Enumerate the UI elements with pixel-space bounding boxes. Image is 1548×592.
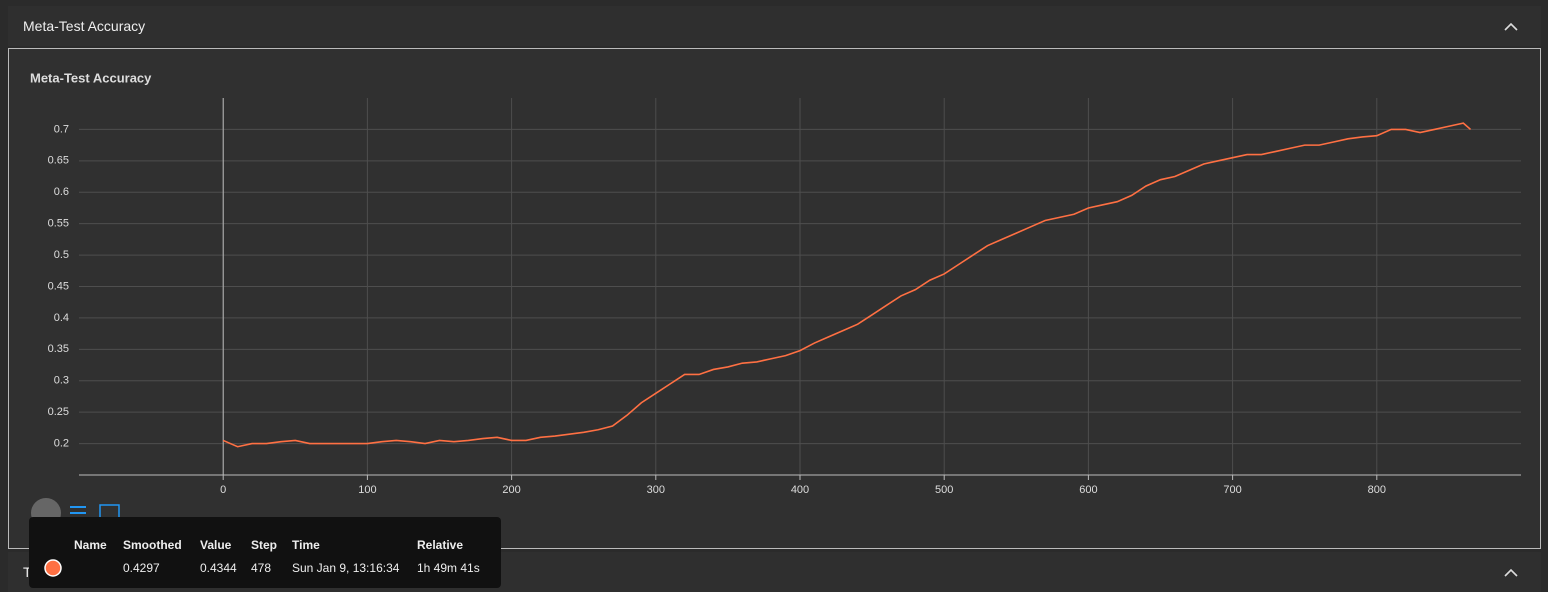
chart-card: Meta-Test Accuracy 0.2 0.25 0.3 0.35 0.4 0.45… bbox=[8, 48, 1541, 549]
panel-title: Meta-Test Accuracy bbox=[23, 18, 146, 34]
y-tick-label: 0.25 bbox=[48, 406, 69, 418]
cell: 0.4297 bbox=[123, 561, 160, 575]
y-tick-label: 0.55 bbox=[48, 218, 69, 230]
chart: Meta-Test Accuracy 0.2 0.25 0.3 0.35 0.4 0.45… bbox=[30, 70, 1521, 528]
x-tick-label: 300 bbox=[647, 484, 665, 496]
x-tick-label: 100 bbox=[358, 484, 376, 496]
column-header: Smoothed bbox=[123, 538, 182, 552]
series-dot bbox=[44, 559, 62, 577]
x-tick-label: 200 bbox=[502, 484, 520, 496]
y-tick-label: 0.5 bbox=[54, 249, 69, 261]
cell: Sun Jan 9, 13:16:34 bbox=[292, 561, 400, 575]
column-header: Time bbox=[292, 538, 320, 552]
x-tick-label: 0 bbox=[220, 484, 226, 496]
column-header: Step bbox=[251, 538, 278, 552]
column-header: Name bbox=[74, 538, 107, 552]
x-tick-label: 400 bbox=[791, 484, 809, 496]
y-tick-label: 0.35 bbox=[48, 343, 69, 355]
column-header: Value bbox=[200, 538, 232, 552]
y-tick-label: 0.2 bbox=[54, 437, 69, 449]
x-tick-label: 600 bbox=[1079, 484, 1097, 496]
collapse-icon[interactable] bbox=[1501, 563, 1521, 583]
y-tick-label: 0.45 bbox=[48, 280, 69, 292]
panel-header[interactable]: Meta-Test Accuracy bbox=[8, 6, 1541, 46]
collapse-icon[interactable] bbox=[1501, 17, 1521, 37]
series-line bbox=[222, 122, 1472, 448]
y-tick-label: 0.6 bbox=[54, 186, 69, 198]
x-tick-label: 700 bbox=[1223, 484, 1241, 496]
chart-title: Meta-Test Accuracy bbox=[30, 70, 152, 85]
y-tick-label: 0.3 bbox=[54, 375, 69, 387]
cell: 0.4344 bbox=[200, 561, 237, 575]
tooltip: Name Smoothed Value Step Time Relative 0.4297 0… bbox=[29, 517, 501, 588]
column-header: Relative bbox=[417, 538, 464, 552]
y-tick-label: 0.65 bbox=[48, 155, 69, 167]
cell: 1h 49m 41s bbox=[417, 561, 480, 575]
x-tick-label: 500 bbox=[935, 484, 953, 496]
y-tick-label: 0.7 bbox=[54, 123, 69, 135]
y-tick-label: 0.4 bbox=[54, 312, 69, 324]
cell: 478 bbox=[251, 561, 272, 575]
x-tick-label: 800 bbox=[1368, 484, 1386, 496]
